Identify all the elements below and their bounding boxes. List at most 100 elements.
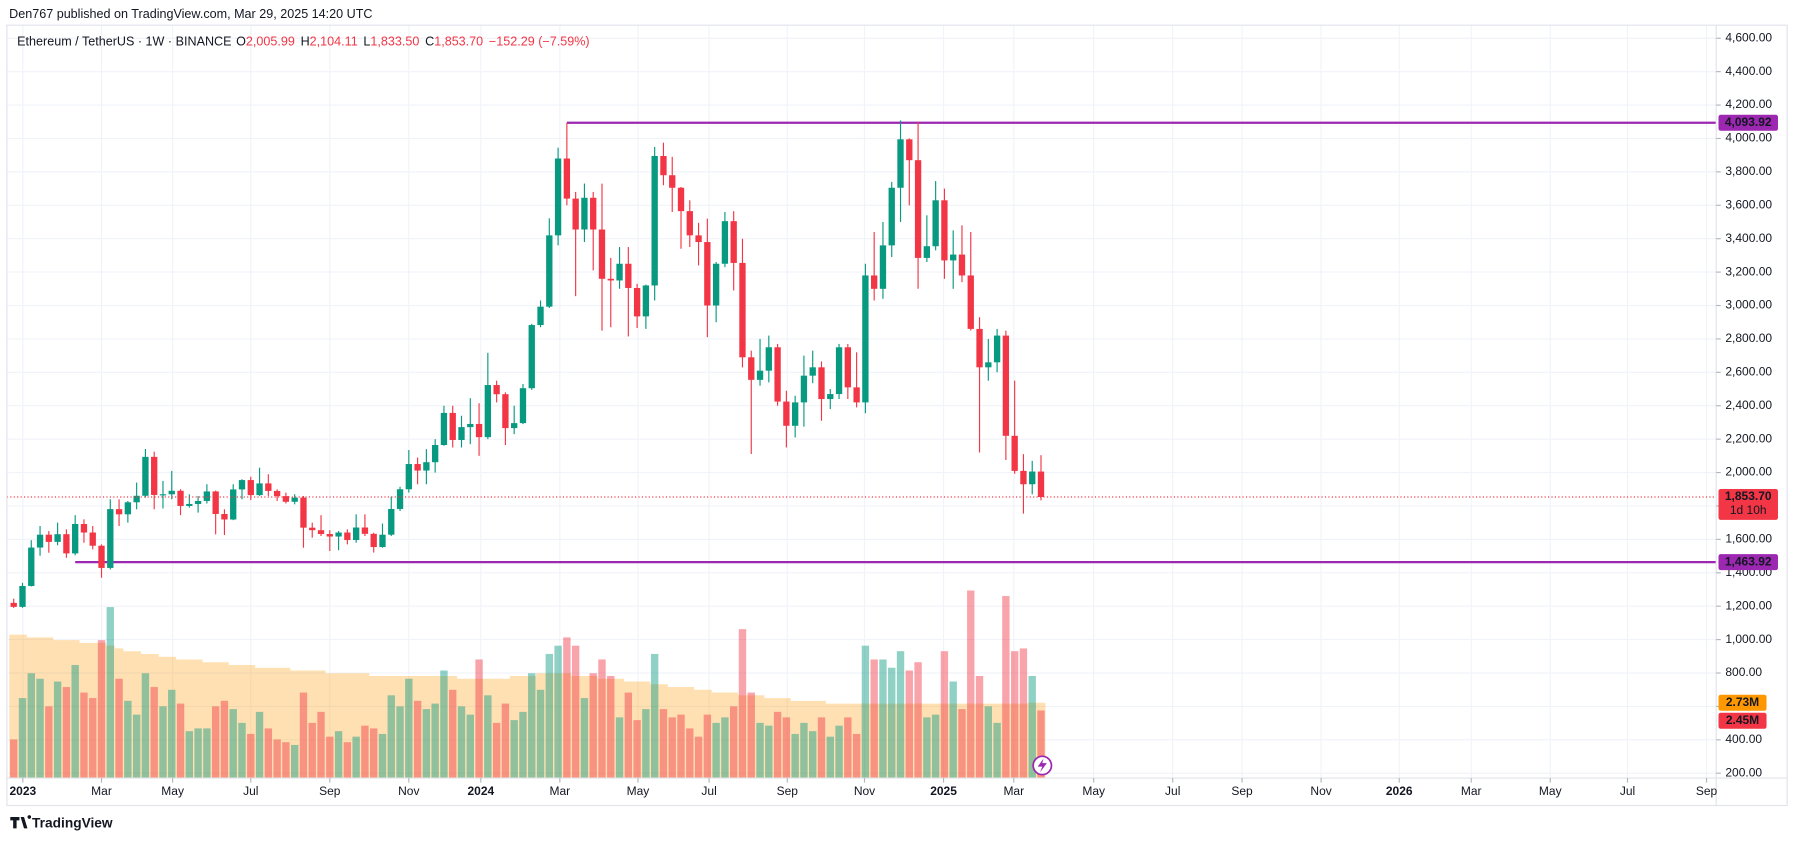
x-tick-label: Jul	[701, 784, 716, 798]
candle-body	[888, 187, 895, 246]
legend-value: 2,005.99	[246, 35, 295, 49]
candle-body	[976, 328, 983, 368]
y-tick-label: 1,200.00	[1725, 598, 1772, 612]
candle-body	[379, 534, 386, 548]
volume-bar	[387, 695, 395, 779]
volume-bar	[475, 659, 483, 779]
x-tick-label: Nov	[398, 784, 419, 798]
candle-body	[282, 496, 290, 502]
volume-bar	[194, 728, 202, 779]
volume-bar	[905, 670, 913, 779]
legend-value: 1,833.50	[370, 35, 419, 49]
volume-bar	[290, 744, 299, 779]
candle-body	[511, 423, 518, 429]
tradingview-logo: TradingView	[10, 815, 113, 830]
volume-bar	[668, 717, 676, 779]
candle-body	[958, 254, 966, 276]
y-tick-label: 3,800.00	[1725, 164, 1772, 178]
x-tick-label: Jul	[243, 784, 258, 798]
candle-body	[923, 246, 931, 258]
volume-bar	[264, 728, 273, 779]
volume-badge	[1718, 712, 1767, 729]
countdown-label: 1d 10h	[1730, 503, 1767, 517]
volume-bar	[413, 700, 422, 779]
candle-body	[493, 385, 500, 395]
x-tick-label: Nov	[1310, 784, 1331, 798]
candle-body	[756, 370, 764, 380]
volume-bar	[150, 687, 158, 779]
volume-bar	[545, 653, 553, 779]
volume-bar	[677, 714, 685, 779]
volume-bar	[106, 607, 114, 779]
candle-body	[309, 527, 316, 531]
x-tick-label: 2025	[930, 784, 957, 798]
lightning-icon	[1032, 755, 1053, 776]
candle-body	[467, 423, 474, 428]
volume-bar	[484, 695, 492, 779]
volume-bar	[615, 717, 624, 779]
volume-bar	[519, 711, 527, 779]
candle-body	[809, 367, 816, 376]
volume-bar	[993, 722, 1001, 779]
candle-body	[124, 502, 132, 515]
candle-body	[1020, 470, 1027, 485]
volume-bar	[334, 731, 343, 779]
x-tick-label: May	[161, 784, 184, 798]
volume-bar	[185, 731, 194, 779]
volume-bar	[71, 664, 79, 779]
x-tick-label: May	[1539, 784, 1562, 798]
volume-bar	[686, 728, 694, 779]
volume-bar	[282, 742, 290, 779]
volume-bar	[817, 717, 826, 779]
published-note: Den767 published on TradingView.com, Mar…	[9, 7, 372, 21]
candle-body	[835, 347, 843, 395]
volume-bar	[97, 640, 106, 779]
last-price-label: 1,853.70	[1725, 489, 1772, 503]
volume-bar	[949, 681, 957, 779]
volume-bar	[765, 725, 773, 779]
candle-body	[230, 489, 237, 520]
x-tick-label: Sep	[319, 784, 341, 798]
volume-bar	[844, 717, 852, 779]
y-tick-label: 200.00	[1725, 765, 1762, 779]
candle-body	[335, 532, 342, 537]
candle-body	[186, 503, 193, 506]
volume-bar	[607, 676, 615, 779]
volume-bar	[247, 733, 255, 779]
candle-body	[449, 412, 456, 440]
volume-bar	[466, 714, 474, 779]
volume-bar	[589, 673, 597, 779]
candle-body	[642, 285, 650, 317]
candle-body	[326, 534, 333, 537]
x-tick-label: Mar	[1003, 784, 1024, 798]
candle-body	[712, 263, 720, 306]
candle-body	[89, 532, 96, 546]
x-tick-label: May	[1082, 784, 1105, 798]
x-tick-label: May	[627, 784, 650, 798]
candle-body	[791, 402, 799, 426]
brand: TradingView	[32, 815, 113, 830]
y-tick-label: 3,200.00	[1725, 264, 1772, 278]
volume-bar	[18, 698, 27, 779]
candle-body	[440, 412, 448, 445]
volume-bar	[730, 706, 738, 779]
candle-body	[168, 490, 175, 495]
volume-bar	[238, 722, 246, 779]
volume-bar	[361, 725, 369, 779]
volume-bar	[273, 739, 281, 779]
volume-label: 2.45M	[1726, 713, 1759, 727]
y-tick-label: 4,200.00	[1725, 97, 1772, 111]
candle-body	[238, 480, 246, 490]
last-price-badge	[1718, 488, 1778, 520]
volume-bar	[53, 681, 62, 779]
volume-bar	[440, 670, 448, 779]
volume-bar	[835, 725, 843, 779]
candle-body	[107, 509, 114, 568]
candle-body	[194, 500, 202, 504]
volume-bar	[782, 717, 791, 779]
candle-body	[607, 278, 614, 281]
volume-bar	[791, 733, 799, 779]
volume-bar	[176, 703, 185, 779]
x-tick-label: Sep	[1696, 784, 1718, 798]
candle-body	[546, 235, 553, 307]
